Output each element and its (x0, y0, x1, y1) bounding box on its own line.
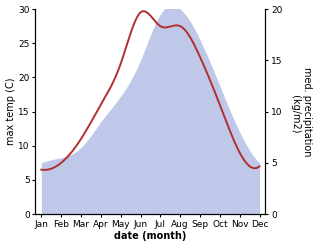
Y-axis label: med. precipitation
 (kg/m2): med. precipitation (kg/m2) (291, 67, 313, 156)
X-axis label: date (month): date (month) (114, 231, 187, 242)
Y-axis label: max temp (C): max temp (C) (5, 78, 16, 145)
